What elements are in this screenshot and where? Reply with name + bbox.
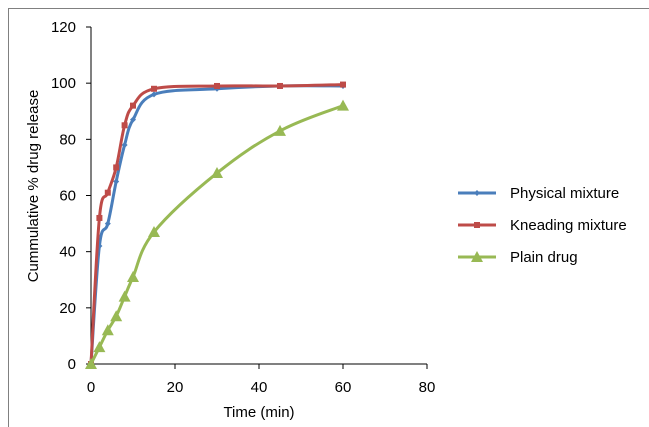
chart-frame [8,8,649,427]
x-tick-label: 60 [335,379,352,396]
y-axis-label: Cummulative % drug release [25,90,42,283]
legend: Physical mixture Kneading mixture Plain dr… [458,185,627,266]
x-axis-label: Time (min) [223,404,294,421]
y-tick-label: 60 [59,188,76,205]
data-point-plain-drug [148,226,160,238]
series-line-plain-drug [89,104,344,365]
x-tick-label: 0 [87,379,95,396]
legend-marker-physical-mixture [474,190,480,196]
x-tick-label: 80 [419,379,436,396]
tick-labels: 0 20 40 60 80 100 120 0 20 40 60 80 [51,19,435,396]
data-point-kneading-mixture [277,82,283,89]
data-point-plain-drug [101,324,114,336]
x-tick-label: 20 [167,379,184,396]
data-point-plain-drug [337,99,349,111]
legend-label-plain-drug: Plain drug [510,249,578,266]
data-point-kneading-mixture [96,214,103,221]
data-point-kneading-mixture [104,189,111,196]
data-point-plain-drug [110,310,123,322]
data-point-plain-drug [211,167,223,179]
data-point-plain-drug [93,341,106,353]
data-point-plain-drug [127,270,139,282]
y-tick-label: 80 [59,131,76,148]
data-point-physical-mixture [130,116,136,123]
x-tick-label: 40 [251,379,268,396]
legend-label-kneading-mixture: Kneading mixture [510,217,627,234]
data-point-kneading-mixture [340,81,346,88]
legend-label-physical-mixture: Physical mixture [510,185,619,202]
axes [86,26,428,369]
series-group [85,81,349,369]
y-tick-label: 100 [51,75,76,92]
y-tick-label: 20 [59,300,76,317]
legend-marker-plain-drug [471,251,483,262]
data-point-kneading-mixture [121,122,128,129]
data-point-physical-mixture [151,91,157,98]
data-point-kneading-mixture [151,85,157,92]
y-tick-label: 120 [51,19,76,36]
data-point-physical-mixture [113,178,120,185]
data-point-physical-mixture [121,141,128,148]
data-point-kneading-mixture [214,82,220,89]
legend-marker-kneading-mixture [474,222,480,228]
data-point-plain-drug [118,290,131,302]
y-tick-label: 0 [68,356,76,373]
data-point-plain-drug [85,358,97,369]
data-point-kneading-mixture [113,164,120,171]
data-point-plain-drug [274,124,286,136]
series-line-physical-mixture [89,84,344,365]
data-point-kneading-mixture [130,102,136,109]
data-point-physical-mixture [104,220,111,227]
y-tick-label: 40 [59,244,76,261]
